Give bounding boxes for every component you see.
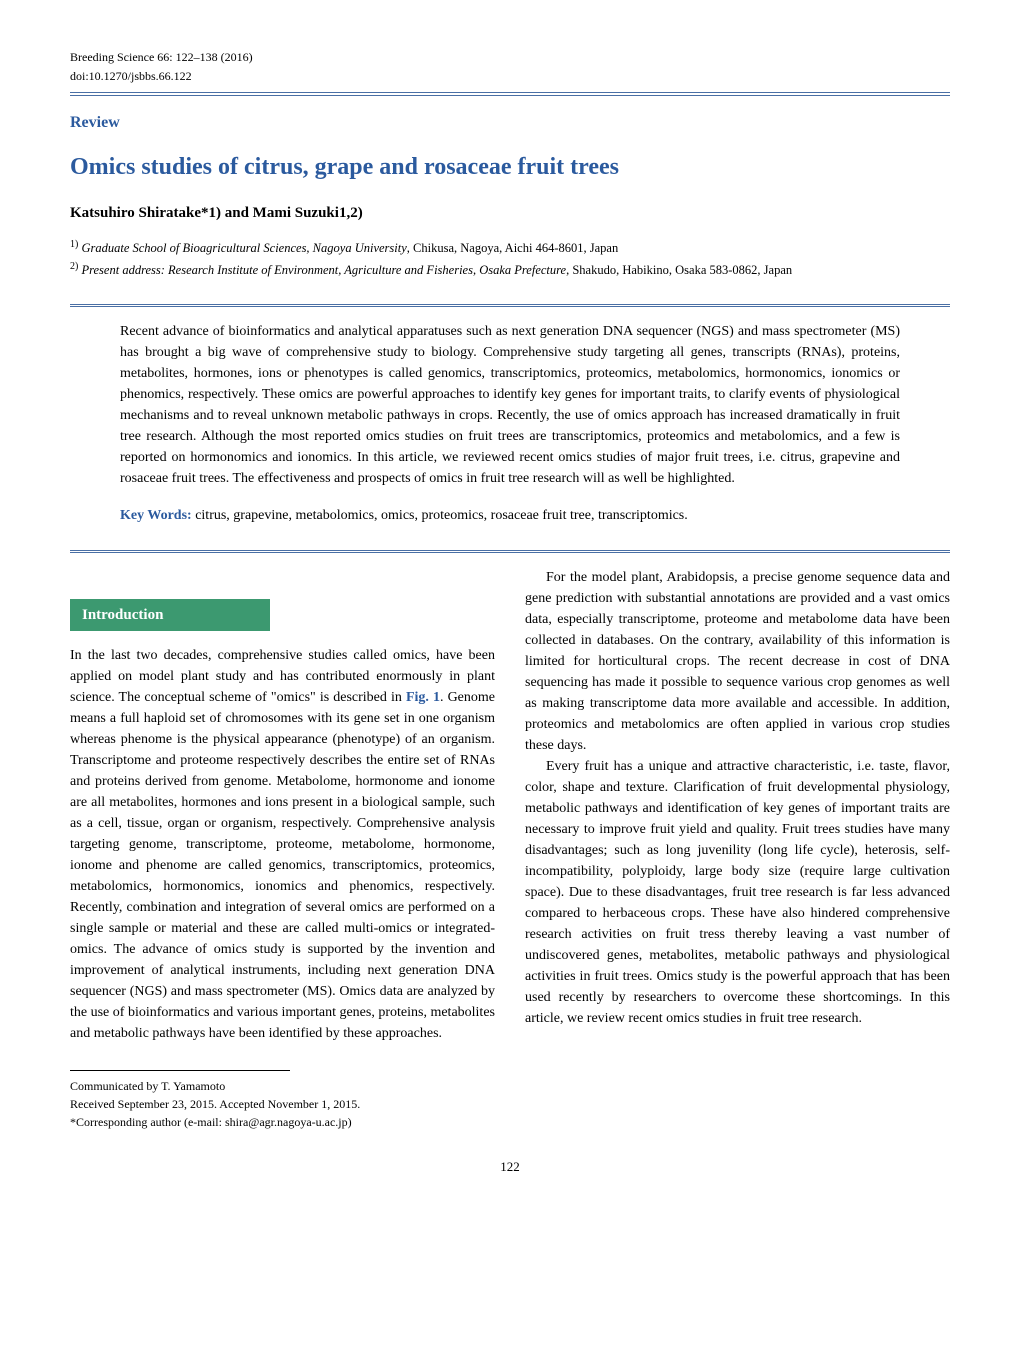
page-number: 122 [70, 1159, 950, 1175]
body-p1b: . Genome means a full haploid set of chr… [70, 690, 495, 1041]
body-para-2: For the model plant, Arabidopsis, a prec… [525, 567, 950, 756]
top-rule [70, 92, 950, 96]
affil-num-1: 1) [70, 239, 78, 250]
affil-label-2: Present address: Research Institute of E… [81, 263, 566, 277]
abstract-top-rule [70, 304, 950, 307]
affil-num-2: 2) [70, 261, 78, 272]
abstract-block: Recent advance of bioinformatics and ana… [70, 321, 950, 526]
section-heading-introduction: Introduction [70, 599, 270, 632]
affil-addr-1: , Chikusa, Nagoya, Aichi 464-8601, Japan [407, 241, 618, 255]
article-title: Omics studies of citrus, grape and rosac… [70, 154, 950, 181]
footer-block: Communicated by T. Yamamoto Received Sep… [70, 1062, 950, 1131]
body-para-3: Every fruit has a unique and attractive … [525, 756, 950, 1029]
affiliation-2: 2) Present address: Research Institute o… [70, 260, 950, 279]
corresponding-author: *Corresponding author (e-mail: shira@agr… [70, 1113, 950, 1131]
affil-label-1: Graduate School of Bioagricultural Scien… [81, 241, 406, 255]
review-label: Review [70, 114, 950, 132]
affil-addr-2: , Shakudo, Habikino, Osaka 583-0862, Jap… [566, 263, 792, 277]
abstract-bottom-rule [70, 550, 950, 553]
keywords-text: citrus, grapevine, metabolomics, omics, … [192, 508, 688, 523]
authors: Katsuhiro Shiratake*1) and Mami Suzuki1,… [70, 205, 950, 222]
keywords-label: Key Words: [120, 508, 192, 523]
footer-rule [70, 1070, 290, 1071]
body-para-1: In the last two decades, comprehensive s… [70, 645, 495, 1044]
body-columns: Introduction In the last two decades, co… [70, 567, 950, 1045]
keywords-line: Key Words: citrus, grapevine, metabolomi… [120, 505, 900, 526]
communicated-by: Communicated by T. Yamamoto [70, 1077, 950, 1095]
journal-citation: Breeding Science 66: 122–138 (2016) [70, 50, 950, 65]
fig-1-reference[interactable]: Fig. 1 [406, 690, 440, 705]
abstract-text: Recent advance of bioinformatics and ana… [120, 321, 900, 489]
affiliation-1: 1) Graduate School of Bioagricultural Sc… [70, 238, 950, 257]
doi: doi:10.1270/jsbbs.66.122 [70, 69, 950, 84]
received-accepted: Received September 23, 2015. Accepted No… [70, 1095, 950, 1113]
